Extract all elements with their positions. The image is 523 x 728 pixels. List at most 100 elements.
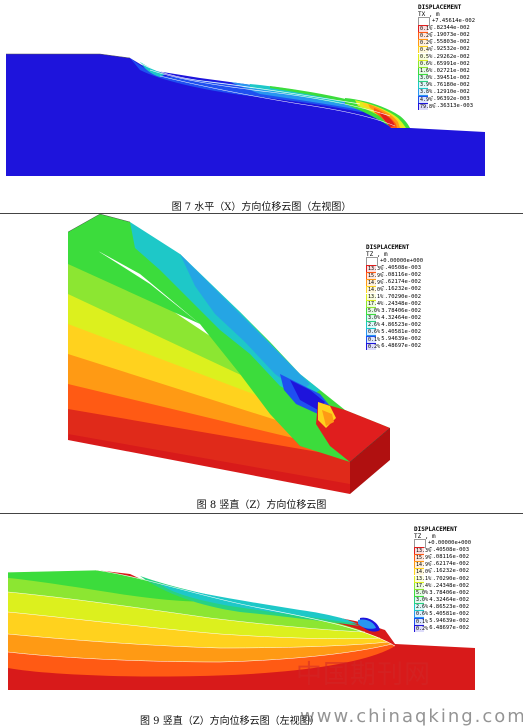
legend-row: 1.6% 3.02721e-002 (418, 67, 475, 75)
legend-percent: 14.9% (367, 279, 385, 286)
legend-value: 5.55803e-002 (430, 39, 470, 46)
legend-value: -5.94639e-002 (426, 618, 470, 625)
figure-7-legend: DISPLACEMENT TX , m +7.45614e-002 0.1% 6.8… (418, 4, 476, 111)
figure-7-contour-plot (6, 53, 485, 176)
legend-value: 1.12910e-002 (430, 88, 470, 95)
figure-9-contour-plot (7, 569, 475, 690)
legend-percent: 13.3% (415, 547, 433, 554)
legend-percent: 79.8% (419, 103, 437, 110)
legend-row: 0.5% 4.29262e-002 (418, 53, 475, 61)
legend-row: 3.0% -4.32464e-002 (366, 314, 423, 322)
legend-value: 4.92532e-002 (430, 46, 470, 53)
legend-row: 17.4% -3.24348e-002 (414, 582, 471, 590)
legend-percent: 0.2% (419, 39, 434, 46)
divider (0, 213, 523, 214)
legend-percent: 14.0% (367, 286, 385, 293)
legend-value: -4.86523e-002 (378, 321, 422, 328)
figure-9-panel: DISPLACEMENT TZ , m +0.00000e+000 13.3% -5… (0, 514, 523, 728)
legend-rows: +7.45614e-002 0.1% 6.82344e-002 0.2% 6.19073… (418, 17, 476, 111)
figure-8-caption: 图 8 竖直（Z）方向位移云图 (196, 500, 327, 511)
legend-row: 0.1% 6.82344e-002 (418, 25, 475, 33)
legend-percent: 14.0% (415, 568, 433, 575)
legend-value: +0.00000e+000 (380, 258, 424, 265)
figure-7-caption: 图 7 水平（X）方向位移云图（左视图） (171, 202, 352, 213)
legend-row: 79.8% -1.36313e-003 (418, 103, 475, 111)
legend-value: -1.62174e-002 (426, 561, 470, 568)
legend-percent: 0.1% (419, 25, 434, 32)
legend-row: 2.6% -4.86523e-002 (414, 603, 471, 611)
legend-title: DISPLACEMENT (418, 4, 462, 11)
legend-row: 3.9% 1.76180e-002 (418, 81, 475, 89)
legend-row: 15.9% -1.08116e-002 (414, 554, 471, 562)
legend-row: 0.1% -5.94639e-002 (414, 618, 471, 626)
legend-row: 0.1% -5.94639e-002 (366, 336, 423, 344)
legend-rows: +0.00000e+000 13.3% -5.40508e-003 15.9% -1.0… (414, 539, 472, 633)
legend-percent: 15.9% (367, 272, 385, 279)
legend-row: 3.0% 2.39451e-002 (418, 74, 475, 82)
legend-row: 13.1% -2.70290e-002 (414, 575, 471, 583)
legend-row: 0.6% -5.40581e-002 (366, 328, 423, 336)
legend-row: 14.9% -1.62174e-002 (414, 561, 471, 569)
legend-value: -5.40581e-002 (426, 610, 470, 617)
legend-value: -6.48697e-002 (426, 625, 470, 632)
legend-value: +7.45614e-002 (432, 18, 476, 25)
legend-percent: 3.8% (419, 89, 434, 96)
legend-percent: 0.2% (419, 32, 434, 39)
legend-value: -2.70290e-002 (378, 293, 422, 300)
divider (0, 513, 523, 514)
legend-percent: 14.9% (415, 561, 433, 568)
legend-percent: 0.2% (367, 343, 382, 350)
legend-percent: 0.6% (367, 329, 382, 336)
legend-row: +0.00000e+000 (366, 257, 424, 267)
legend-value: +0.00000e+000 (428, 540, 472, 547)
legend-percent: 3.0% (419, 75, 434, 82)
legend-row: +0.00000e+000 (414, 539, 472, 549)
figure-9-legend: DISPLACEMENT TZ , m +0.00000e+000 13.3% -5… (414, 526, 472, 633)
legend-percent: 13.1% (367, 294, 385, 301)
legend-subtitle: TZ , m (414, 533, 436, 540)
legend-row: 14.9% -1.62174e-002 (366, 279, 423, 287)
legend-row: 0.2% 6.19073e-002 (418, 32, 475, 40)
legend-percent: 0.6% (419, 61, 434, 68)
legend-row: 17.4% -3.24348e-002 (366, 300, 423, 308)
legend-value: -1.08116e-002 (426, 554, 470, 561)
legend-percent: 2.6% (367, 322, 382, 329)
figure-8-contour-plot (67, 214, 391, 494)
legend-percent: 13.1% (415, 576, 433, 583)
legend-value: -5.94639e-002 (378, 336, 422, 343)
legend-value: -5.40581e-002 (378, 328, 422, 335)
legend-title: DISPLACEMENT (366, 244, 410, 251)
legend-percent: 4.9% (419, 96, 434, 103)
legend-percent: 5.0% (415, 590, 430, 597)
legend-row: 3.8% 1.12910e-002 (418, 88, 475, 96)
legend-value: 1.76180e-002 (430, 81, 470, 88)
legend-percent: 1.6% (419, 68, 434, 75)
legend-row: 14.0% -2.16232e-002 (366, 286, 423, 294)
legend-percent: 0.6% (415, 611, 430, 618)
legend-value: 2.39451e-002 (430, 74, 470, 81)
legend-row: 5.0% -3.78406e-002 (366, 307, 423, 315)
figure-7-panel: DISPLACEMENT TX , m +7.45614e-002 0.1% 6.8… (0, 0, 523, 213)
legend-subtitle: TZ , m (366, 251, 388, 258)
legend-value: 6.19073e-002 (430, 32, 470, 39)
figure-8-panel: DISPLACEMENT TZ , m +0.00000e+000 13.3% -5… (0, 214, 523, 512)
legend-value: -6.48697e-002 (378, 343, 422, 350)
legend-value: -1.36313e-003 (430, 103, 474, 110)
legend-value: -3.78406e-002 (426, 589, 470, 596)
legend-percent: 3.9% (419, 82, 434, 89)
legend-row: 14.0% -2.16232e-002 (414, 568, 471, 576)
legend-value: -2.70290e-002 (426, 575, 470, 582)
legend-percent: 0.4% (419, 46, 434, 53)
legend-value: -1.08116e-002 (378, 272, 422, 279)
legend-value: -4.32464e-002 (378, 314, 422, 321)
legend-subtitle: TX , m (418, 11, 440, 18)
legend-percent: 0.1% (415, 618, 430, 625)
legend-percent: 17.4% (415, 583, 433, 590)
legend-percent: 0.2% (415, 625, 430, 632)
legend-value: -1.62174e-002 (378, 279, 422, 286)
legend-value: 3.02721e-002 (430, 67, 470, 74)
legend-value: 4.29262e-002 (430, 53, 470, 60)
legend-row: 3.0% -4.32464e-002 (414, 596, 471, 604)
legend-value: -3.24348e-002 (378, 300, 422, 307)
legend-row: 0.6% 3.65991e-002 (418, 60, 475, 68)
